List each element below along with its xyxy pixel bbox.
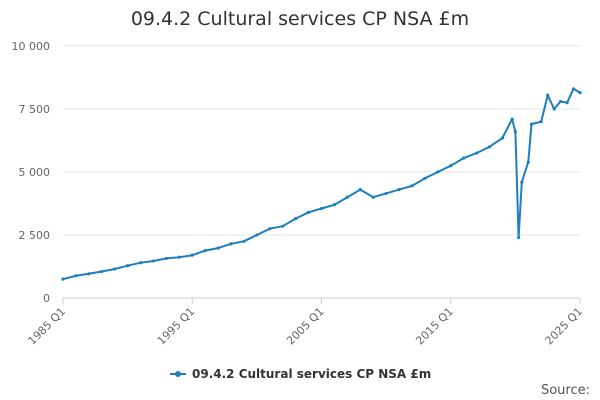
data-point[interactable] xyxy=(294,217,298,221)
data-point[interactable] xyxy=(371,195,375,199)
grid-lines xyxy=(63,45,580,236)
data-point[interactable] xyxy=(177,255,181,259)
data-point[interactable] xyxy=(345,195,349,199)
series-line xyxy=(62,87,581,281)
data-point[interactable] xyxy=(255,233,259,237)
data-point[interactable] xyxy=(332,203,337,207)
y-tick-label: 0 xyxy=(43,292,50,305)
data-point[interactable] xyxy=(517,235,521,240)
data-point[interactable] xyxy=(578,91,582,95)
data-point[interactable] xyxy=(306,210,311,214)
x-axis: 1985 Q1 1995 Q1 2005 Q1 2015 Q1 2025 Q1 xyxy=(26,297,586,348)
x-tick-label: 1995 Q1 xyxy=(155,305,198,348)
data-point[interactable] xyxy=(436,170,440,174)
x-tick-label: 1985 Q1 xyxy=(26,305,69,348)
data-point[interactable] xyxy=(216,246,220,250)
data-point[interactable] xyxy=(513,130,517,134)
data-point[interactable] xyxy=(319,206,324,211)
data-point[interactable] xyxy=(100,269,104,274)
data-point[interactable] xyxy=(164,256,168,261)
data-point[interactable] xyxy=(520,180,524,184)
data-point[interactable] xyxy=(500,136,505,140)
data-point[interactable] xyxy=(410,184,414,188)
x-tick-label: 2025 Q1 xyxy=(543,305,586,348)
y-axis-tick-labels: 0 2 500 5 000 7 500 10 000 xyxy=(12,40,51,305)
chart-title: 09.4.2 Cultural services CP NSA £m xyxy=(130,8,470,30)
data-point[interactable] xyxy=(138,261,143,265)
data-point[interactable] xyxy=(559,99,563,104)
data-point[interactable] xyxy=(449,164,453,168)
y-tick-label: 5 000 xyxy=(19,166,51,179)
data-point[interactable] xyxy=(113,267,117,271)
y-tick-label: 2 500 xyxy=(19,229,51,242)
data-point[interactable] xyxy=(397,188,401,192)
data-point[interactable] xyxy=(87,272,91,276)
data-point[interactable] xyxy=(74,274,78,278)
data-point[interactable] xyxy=(539,120,543,124)
data-point[interactable] xyxy=(229,242,233,246)
data-point[interactable] xyxy=(565,101,569,105)
data-point[interactable] xyxy=(475,151,479,155)
y-tick-label: 10 000 xyxy=(12,40,51,53)
data-point[interactable] xyxy=(151,259,156,263)
data-point[interactable] xyxy=(462,156,466,160)
data-point[interactable] xyxy=(526,160,530,164)
x-tick-label: 2005 Q1 xyxy=(284,305,327,348)
data-point[interactable] xyxy=(510,117,514,121)
data-point[interactable] xyxy=(552,107,556,111)
data-point[interactable] xyxy=(190,253,194,257)
legend-label[interactable]: 09.4.2 Cultural services CP NSA £m xyxy=(192,367,431,381)
data-point[interactable] xyxy=(529,122,534,126)
data-point[interactable] xyxy=(358,188,362,192)
data-point[interactable] xyxy=(203,249,207,253)
data-point[interactable] xyxy=(423,176,427,180)
data-point[interactable] xyxy=(546,93,550,97)
data-point[interactable] xyxy=(571,87,576,91)
source-label[interactable]: Source: xyxy=(540,383,590,398)
data-point[interactable] xyxy=(268,227,272,231)
data-point[interactable] xyxy=(126,264,130,268)
series-group xyxy=(61,87,582,281)
data-point[interactable] xyxy=(61,277,65,281)
y-tick-label: 7 500 xyxy=(19,103,51,116)
data-point[interactable] xyxy=(242,239,246,243)
x-tick-label: 2015 Q1 xyxy=(413,305,456,348)
legend-marker-icon xyxy=(175,371,181,377)
data-point[interactable] xyxy=(487,145,492,149)
data-point[interactable] xyxy=(281,224,285,228)
data-point[interactable] xyxy=(384,191,388,196)
legend[interactable]: 09.4.2 Cultural services CP NSA £m xyxy=(170,367,431,381)
